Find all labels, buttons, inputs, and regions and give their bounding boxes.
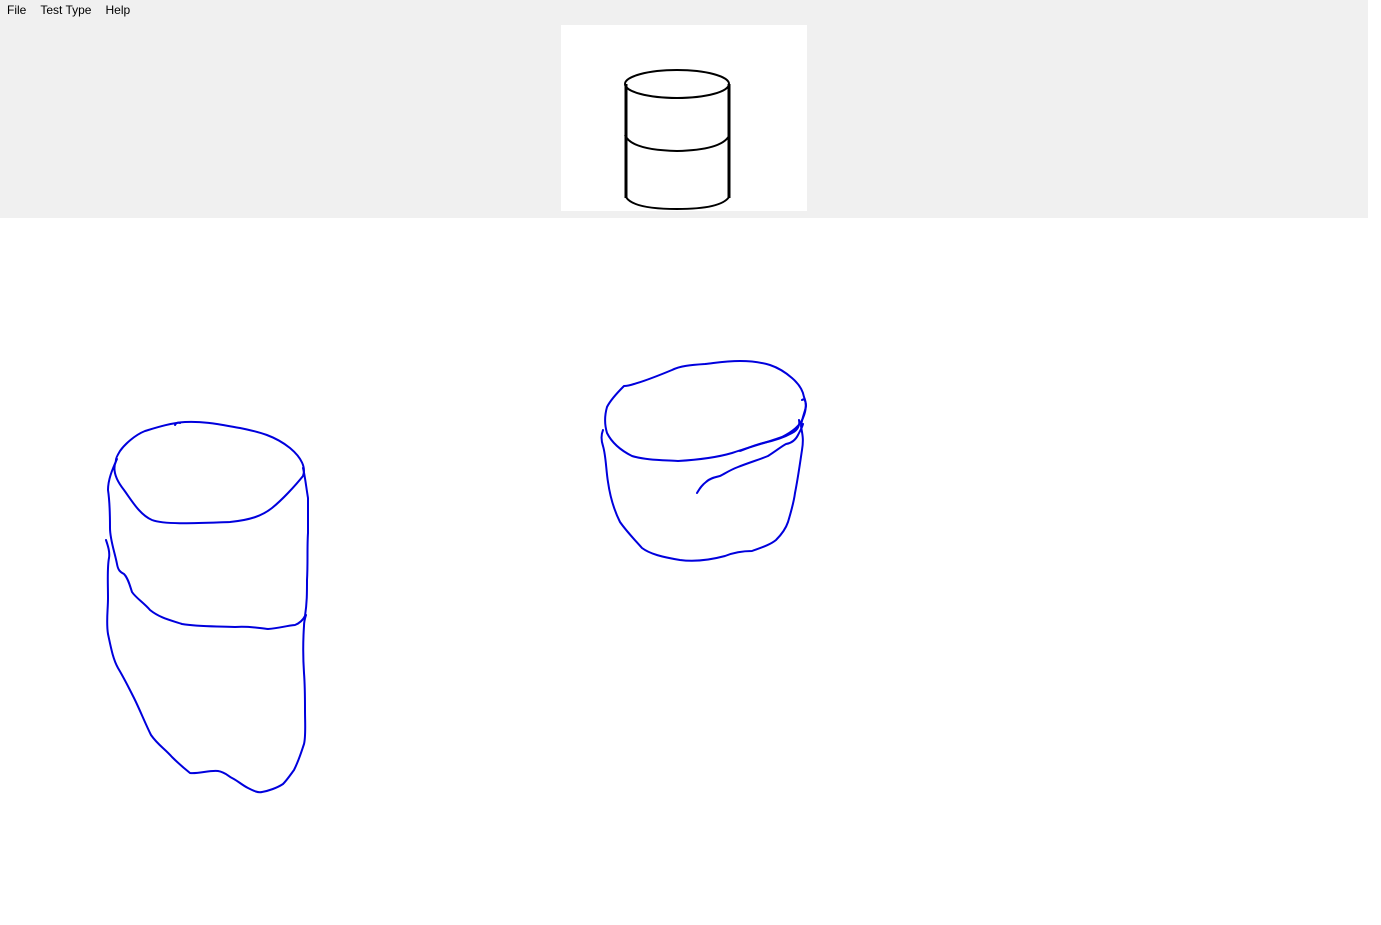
menu-help[interactable]: Help (105, 3, 131, 17)
sketch-left-lower-body (105, 539, 307, 794)
top-panel: File Test Type Help (0, 0, 1368, 218)
reference-image (561, 25, 807, 211)
menu-bar: File Test Type Help (0, 0, 137, 20)
sketch-left-top-tick (174, 421, 181, 426)
user-drawing (105, 360, 807, 794)
sketch-right-outline (600, 398, 807, 562)
sketch-right-rim-curve (739, 419, 801, 452)
cylinder-middle-curve (624, 134, 730, 153)
sketch-left-outline (107, 458, 309, 630)
sketch-left-top-ellipse (113, 420, 305, 525)
cylinder-bottom-curve (625, 196, 730, 211)
sketch-right-top-ellipse (604, 360, 807, 462)
menu-test-type[interactable]: Test Type (40, 3, 92, 17)
sketch-right-inner-curve (696, 423, 804, 494)
cylinder-top-ellipse (624, 69, 730, 99)
menu-file[interactable]: File (7, 3, 27, 17)
reference-cylinder-drawing (624, 69, 731, 211)
drawing-canvas[interactable] (0, 218, 1381, 925)
